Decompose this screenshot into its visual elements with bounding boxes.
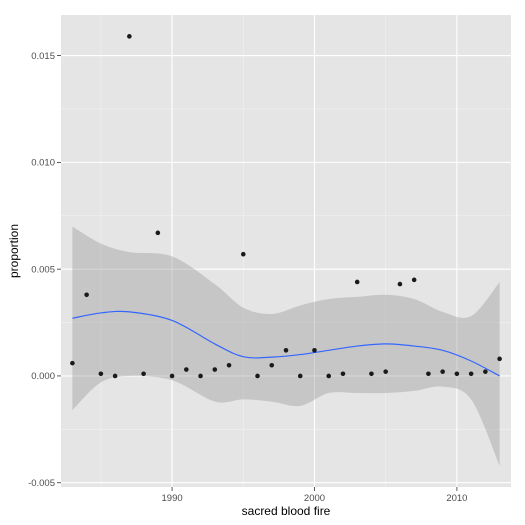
y-tick-label: -0.005: [28, 478, 55, 489]
data-point: [198, 373, 203, 379]
data-point: [426, 371, 431, 377]
x-tick-label: 2010: [446, 493, 467, 504]
smooth-trend-line: [72, 310, 500, 377]
data-point: [454, 371, 460, 377]
data-point: [283, 348, 289, 353]
confidence-band: [72, 226, 500, 466]
data-point: [155, 230, 161, 236]
plot-panel: [61, 15, 511, 487]
y-tick-label: 0.005: [31, 264, 55, 275]
data-points: [70, 34, 502, 379]
data-point: [84, 292, 89, 298]
data-point: [297, 373, 303, 379]
x-tick-label: 1990: [162, 493, 183, 504]
data-point: [397, 281, 403, 287]
data-point: [468, 371, 474, 377]
data-point: [269, 362, 275, 368]
data-point: [440, 369, 445, 374]
data-point: [340, 371, 346, 377]
y-tick-label: 0.015: [31, 51, 55, 62]
data-point: [497, 356, 502, 362]
x-axis-ticks: 1990 2000 2010: [162, 487, 467, 504]
data-point: [411, 277, 417, 283]
data-point: [184, 367, 189, 372]
data-point: [483, 369, 488, 374]
x-axis-title: sacred blood fire: [242, 504, 331, 518]
data-point: [354, 279, 360, 285]
data-point: [127, 34, 132, 39]
x-tick-label: 2000: [304, 493, 325, 504]
y-tick-label: 0.000: [31, 371, 55, 382]
data-point: [369, 371, 374, 377]
y-tick-label: 0.010: [31, 158, 55, 169]
y-axis-ticks: -0.005 0.000 0.005 0.010 0.015: [28, 51, 61, 489]
data-point: [383, 369, 388, 374]
data-point: [212, 367, 218, 372]
data-point: [312, 348, 317, 353]
data-point: [112, 373, 118, 379]
data-point: [226, 362, 232, 368]
data-point: [240, 251, 246, 257]
data-point: [98, 371, 104, 377]
data-point: [255, 373, 260, 379]
minor-gridlines: [61, 15, 511, 487]
data-point: [70, 360, 75, 366]
data-point: [169, 373, 175, 379]
y-axis-title: proportion: [7, 224, 21, 278]
data-point: [141, 371, 146, 377]
major-gridlines: [61, 15, 511, 487]
data-point: [326, 373, 332, 379]
